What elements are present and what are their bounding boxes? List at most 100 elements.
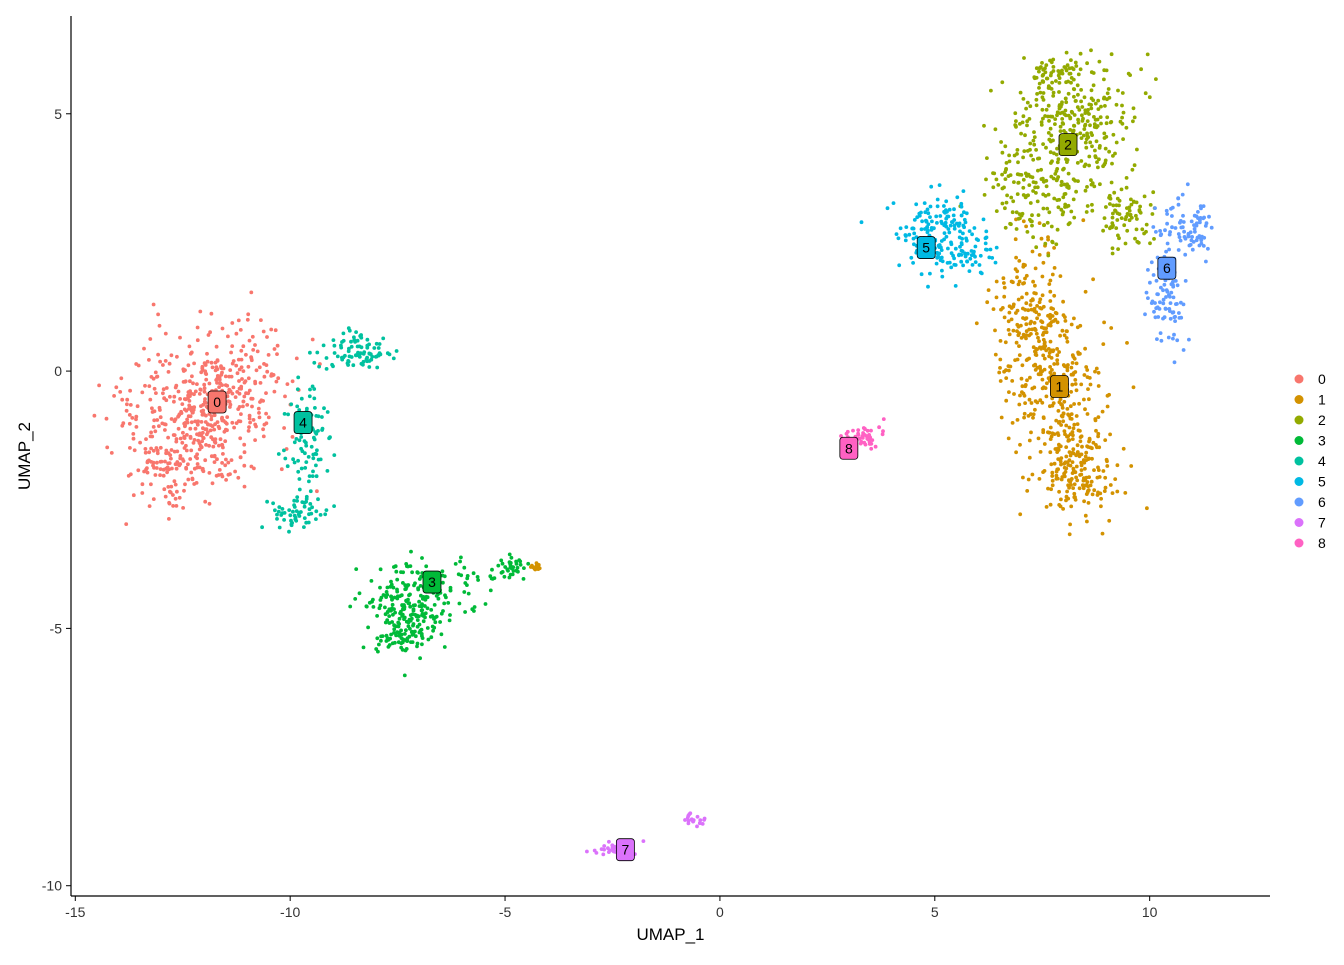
point [930,219,934,224]
point [187,344,192,349]
point [1065,489,1069,494]
point [173,385,178,390]
point [955,195,960,200]
x-tick-label: -10 [280,904,300,920]
point [1180,225,1185,230]
point [1071,451,1076,456]
point [1099,104,1103,109]
point [1124,125,1129,130]
point [307,474,312,478]
point [1018,216,1022,221]
point [1018,90,1023,95]
point [238,328,243,332]
point [698,818,703,823]
point [112,394,116,398]
point [856,428,861,432]
point [1000,80,1005,85]
point [1105,393,1110,398]
point [312,437,317,442]
point [220,474,225,479]
point [1203,224,1208,228]
point [1072,402,1076,406]
point [1050,403,1055,408]
point [489,576,494,581]
point [322,406,326,411]
point [390,597,394,602]
point [1058,129,1063,134]
point [1083,188,1088,193]
point [202,382,207,387]
point [1041,416,1046,420]
point [297,477,302,481]
point [947,207,952,212]
point [1006,174,1011,179]
point [1069,58,1073,62]
legend-label: 5 [1318,474,1326,490]
point [446,601,451,605]
point [1040,274,1045,279]
point [1115,489,1120,494]
point [907,232,912,237]
point [233,395,238,399]
point [1082,95,1087,100]
point [1156,315,1161,319]
point [915,215,920,220]
point [1099,496,1103,501]
point [239,412,243,416]
point [952,256,956,261]
point [1066,463,1071,467]
point [419,593,423,598]
point [1038,398,1043,403]
point [158,473,163,477]
point [1048,502,1053,507]
point [353,597,358,601]
point [1083,513,1088,518]
point [1083,454,1088,459]
point [407,593,411,598]
point [215,381,219,385]
point [420,596,425,601]
point [1084,210,1089,214]
point [924,219,929,224]
point [1046,253,1051,258]
point [120,397,125,402]
point [340,357,345,362]
point [239,357,244,362]
point [1055,146,1059,151]
point [1009,195,1014,200]
point [324,356,329,360]
point [1115,211,1120,216]
point [399,632,404,637]
point [203,401,208,405]
point [991,307,996,311]
point [686,821,691,826]
point [249,290,254,295]
point [1051,349,1055,354]
point [1085,490,1090,495]
point [1070,382,1075,387]
point [1083,466,1087,471]
point [459,555,463,560]
point [1031,180,1036,185]
point [205,351,209,356]
point [354,330,358,334]
point [1062,465,1067,470]
point [1021,281,1025,286]
point [1128,212,1133,217]
point [1055,353,1060,358]
point [393,564,398,569]
point [873,444,878,449]
point [1024,322,1029,327]
point [1062,364,1067,369]
point [178,397,183,401]
point [389,632,393,637]
point [940,268,944,273]
point [246,364,251,369]
point [1103,146,1108,151]
point [1037,300,1042,305]
point [1035,304,1039,308]
point [1157,307,1162,311]
point [1091,277,1095,282]
point [1045,220,1050,225]
point [158,467,163,471]
